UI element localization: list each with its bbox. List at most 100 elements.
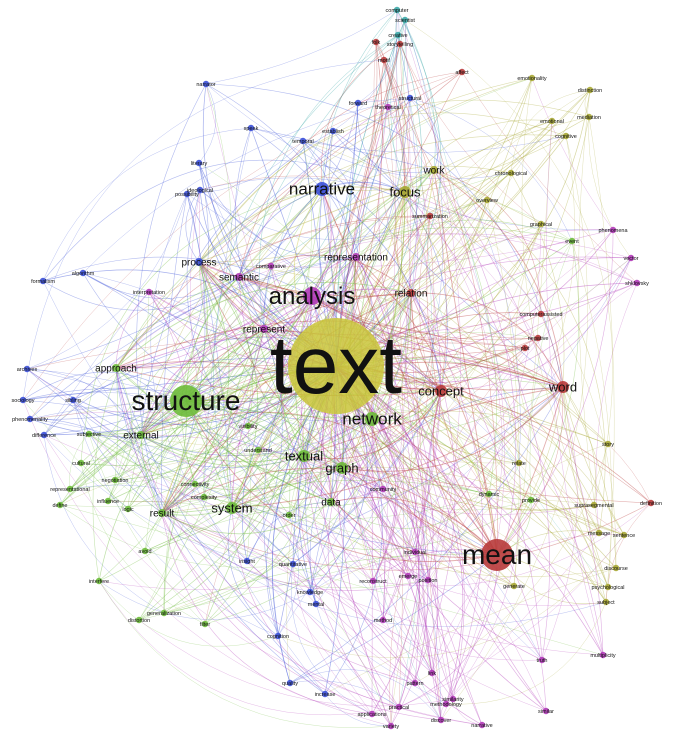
- graph-edge: [380, 59, 539, 339]
- node-system: [226, 502, 238, 514]
- graph-edge: [410, 292, 547, 712]
- graph-edge: [22, 59, 385, 401]
- graph-edge: [321, 188, 483, 726]
- graph-edge: [429, 215, 578, 661]
- graph-edge: [320, 43, 401, 190]
- graph-edge: [43, 199, 488, 436]
- node-label-mean: mean: [462, 539, 532, 570]
- graph-edge: [161, 328, 265, 514]
- graph-edge: [140, 418, 373, 463]
- node-label-generalization: generalization: [147, 611, 181, 617]
- graph-edge: [335, 365, 464, 705]
- graph-edge: [335, 365, 420, 708]
- graph-edge: [546, 120, 604, 656]
- graph-edge: [326, 256, 409, 577]
- graph-edge: [305, 256, 357, 605]
- graph-edge: [43, 434, 248, 562]
- graph-edge: [488, 462, 520, 495]
- node-label-cognitive: cognitive: [555, 134, 577, 140]
- node-label-algorithm: algorithm: [72, 271, 95, 277]
- graph-edge: [22, 399, 129, 510]
- graph-edge: [335, 365, 607, 603]
- graph-edge: [330, 191, 406, 503]
- node-focus: [399, 186, 411, 198]
- graph-edge: [324, 567, 617, 695]
- graph-edge: [29, 191, 406, 420]
- node-representational: [66, 485, 74, 493]
- node-negative: [534, 334, 542, 342]
- node-sociology: [19, 396, 27, 404]
- graph-edge: [238, 106, 389, 278]
- node-textual: [298, 450, 310, 462]
- graph-edge: [231, 71, 463, 509]
- graph-edge: [303, 282, 638, 457]
- node-label-negative: negative: [528, 336, 549, 342]
- graph-edge: [562, 386, 609, 588]
- graph-edge: [88, 433, 290, 516]
- graph-edge: [161, 501, 332, 535]
- node-label-concept: concept: [418, 383, 464, 398]
- node-label-influence: influence: [97, 499, 119, 505]
- graph-edge: [302, 140, 617, 569]
- graph-edge: [43, 256, 357, 436]
- graph-edge: [404, 119, 553, 193]
- graph-edge: [290, 563, 373, 715]
- node-label-folk: folk: [372, 40, 381, 46]
- graph-edge: [161, 502, 652, 571]
- node-label-interpretation: interpretation: [133, 290, 165, 296]
- graph-edge: [115, 367, 442, 397]
- node-vector: [627, 254, 635, 262]
- graph-edge: [263, 120, 553, 330]
- graph-edge: [43, 434, 483, 726]
- graph-edge: [433, 169, 606, 534]
- graph-edge: [161, 116, 590, 514]
- node-label-suprasegmental: suprasegmental: [574, 503, 613, 509]
- graph-edge: [445, 532, 600, 705]
- graph-edge: [355, 256, 420, 684]
- graph-edge: [386, 34, 431, 217]
- graph-edge: [185, 169, 435, 402]
- graph-edge: [205, 9, 398, 85]
- graph-edge: [69, 484, 294, 565]
- node-individual: [411, 548, 419, 556]
- graph-edge: [433, 169, 497, 495]
- graph-edge: [433, 169, 542, 315]
- graph-edge: [434, 337, 539, 700]
- graph-edge: [382, 9, 398, 621]
- graph-edge: [161, 292, 412, 514]
- graph-edge: [382, 488, 532, 511]
- graph-edge: [588, 116, 615, 603]
- graph-edge: [518, 462, 607, 603]
- node-emotionality: [528, 74, 536, 82]
- graph-edge: [440, 390, 609, 588]
- graph-edge: [163, 223, 542, 614]
- node-label-understand: understand: [244, 448, 272, 454]
- graph-edge: [161, 512, 429, 591]
- graph-edge: [43, 291, 150, 436]
- node-label-graph: graph: [325, 460, 358, 475]
- graph-edge: [578, 89, 600, 534]
- graph-edge: [42, 127, 252, 282]
- node-sibling: [69, 396, 77, 404]
- graph-edge: [115, 276, 240, 369]
- graph-edge: [98, 551, 416, 590]
- node-dynamic: [485, 490, 493, 498]
- graph-edge: [98, 365, 337, 582]
- graph-edge: [199, 189, 442, 392]
- node-distinction: [586, 86, 594, 94]
- node-knowledge: [306, 588, 314, 596]
- graph-edge: [324, 693, 392, 727]
- node-label-narrative: narrative: [289, 180, 355, 199]
- graph-edge: [404, 191, 638, 284]
- graph-edge: [335, 34, 423, 367]
- graph-edge: [302, 140, 357, 258]
- node-label-reconstruct: reconstruct: [359, 579, 387, 585]
- node-label-summarization: summarization: [412, 214, 448, 220]
- graph-edge: [194, 483, 433, 674]
- graph-edge: [357, 9, 400, 104]
- graph-edge: [72, 399, 607, 627]
- graph-edge: [238, 188, 323, 278]
- graph-edge: [410, 292, 483, 705]
- graph-edge: [335, 257, 632, 384]
- graph-edge: [43, 434, 165, 614]
